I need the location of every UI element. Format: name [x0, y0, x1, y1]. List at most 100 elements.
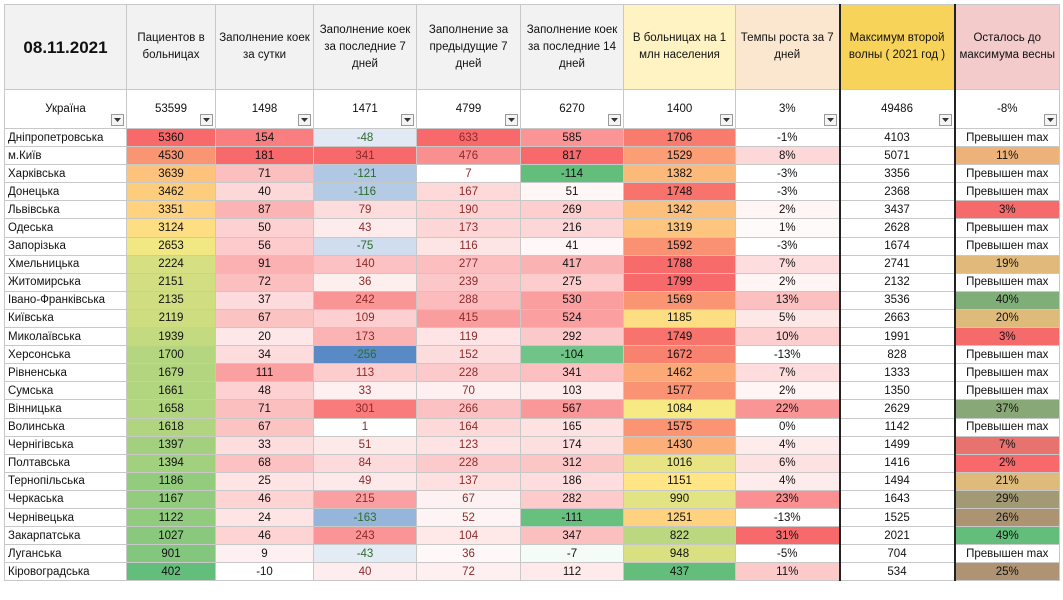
filter-dropdown-icon[interactable] [111, 114, 124, 126]
data-cell: 1397 [126, 435, 216, 455]
data-cell: 1575 [623, 417, 736, 437]
data-cell: -13% [735, 507, 840, 528]
data-cell: 530 [520, 290, 624, 310]
filter-dropdown-icon[interactable] [1044, 114, 1057, 126]
data-cell: 1% [735, 218, 840, 238]
data-cell: Превышен max [954, 381, 1060, 401]
report-date: 08.11.2021 [4, 4, 127, 90]
data-cell: 9 [215, 544, 314, 564]
data-cell: 51 [313, 435, 417, 455]
data-cell: 186 [520, 471, 624, 491]
filter-dropdown-icon[interactable] [505, 114, 518, 126]
data-cell: 817 [520, 146, 624, 166]
data-cell: 7% [735, 254, 840, 274]
table-row: Хмельницька 2224 91 140 277 417 1788 7% 2741 19% [4, 254, 1060, 274]
column-header: Пациентов в больницах [126, 4, 216, 90]
data-cell: 415 [416, 308, 521, 329]
data-cell: 524 [520, 308, 624, 329]
data-cell: 79 [313, 200, 417, 220]
table-row: Дніпропетровська 5360 154 -48 633 585 1706 -1% 4… [4, 127, 1060, 148]
table-row: Сумська 1661 48 33 70 103 1577 2% 1350 Превышен m… [4, 381, 1060, 401]
region-name: Кіровоградська [4, 562, 127, 582]
data-cell: 476 [416, 146, 521, 166]
data-cell: 2% [735, 272, 840, 292]
data-cell: 3% [954, 200, 1060, 220]
table-row: Запорізька 2653 56 -75 116 41 1592 -3% 1674 Превы… [4, 236, 1060, 256]
data-cell: -1% [735, 127, 840, 148]
data-cell: -75 [313, 236, 417, 256]
data-cell: 277 [416, 254, 521, 274]
table-row: Закарпатська 1027 46 243 104 347 822 31% 2021 49% [4, 526, 1060, 546]
column-header: Заполнение коек за последние 7 дней [313, 4, 417, 90]
data-cell: -48 [313, 127, 417, 148]
table-row: Кіровоградська 402 -10 40 72 112 437 11% 534 25% [4, 562, 1060, 582]
data-cell: 1700 [126, 345, 216, 365]
data-cell: 104 [416, 526, 521, 546]
region-name: Запорізька [4, 236, 127, 256]
data-cell: 633 [416, 127, 521, 148]
data-cell: 301 [313, 399, 417, 419]
filter-dropdown-icon[interactable] [720, 114, 733, 126]
data-cell: 46 [215, 489, 314, 509]
data-cell: 26% [954, 507, 1060, 528]
data-cell: 24 [215, 507, 314, 528]
country-name-label: Україна [45, 103, 86, 115]
data-cell: 288 [416, 290, 521, 310]
total-cell: 1400 [623, 89, 736, 129]
data-cell: 8% [735, 146, 840, 166]
data-table: 08.11.2021 Пациентов в больницах Заполнени… [4, 4, 1060, 582]
region-name: Рівненська [4, 363, 127, 383]
region-name: Львівська [4, 200, 127, 220]
data-cell: 1748 [623, 182, 736, 202]
filter-dropdown-icon[interactable] [401, 114, 414, 126]
filter-dropdown-icon[interactable] [608, 114, 621, 126]
total-value: 6270 [559, 103, 585, 115]
data-cell: 3356 [838, 164, 956, 184]
data-cell: 40 [215, 182, 314, 202]
sort-filter-icon[interactable] [200, 114, 213, 126]
data-cell: 2119 [126, 308, 216, 329]
data-cell: 19% [954, 254, 1060, 274]
table-row: Вінницька 1658 71 301 266 567 1084 22% 2629 37% [4, 399, 1060, 419]
data-cell: 2224 [126, 254, 216, 274]
data-cell: 4103 [838, 127, 956, 148]
table-row: Рівненська 1679 111 113 228 341 1462 7% 1333 Прев… [4, 363, 1060, 383]
data-cell: 1679 [126, 363, 216, 383]
data-cell: 109 [313, 308, 417, 329]
data-cell: 154 [215, 127, 314, 148]
region-name: Сумська [4, 381, 127, 401]
data-cell: 228 [416, 453, 521, 473]
data-cell: Превышен max [954, 544, 1060, 564]
total-value: 1471 [352, 103, 378, 115]
filter-dropdown-icon[interactable] [298, 114, 311, 126]
column-header: Заполнение коек за последние 14 дней [520, 4, 624, 90]
data-cell: 11% [735, 562, 840, 582]
data-cell: 22% [735, 399, 840, 419]
data-cell: 5071 [838, 146, 956, 166]
data-cell: -111 [520, 507, 624, 528]
data-cell: 40 [313, 562, 417, 582]
table-row: м.Київ 4530 181 341 476 817 1529 8% 5071 11% [4, 146, 1060, 166]
table-row: Одеська 3124 50 43 173 216 1319 1% 2628 Превышен … [4, 218, 1060, 238]
data-cell: 37 [215, 290, 314, 310]
data-cell: 1382 [623, 164, 736, 184]
data-cell: 2629 [838, 399, 956, 419]
data-cell: 266 [416, 399, 521, 419]
column-header: В больницах на 1 млн населения [623, 4, 736, 90]
data-cell: 71 [215, 164, 314, 184]
filter-dropdown-icon[interactable] [938, 114, 952, 126]
data-cell: 243 [313, 526, 417, 546]
data-cell: 3639 [126, 164, 216, 184]
data-cell: 402 [126, 562, 216, 582]
data-cell: 20% [954, 308, 1060, 329]
data-cell: 56 [215, 236, 314, 256]
data-cell: 84 [313, 453, 417, 473]
filter-dropdown-icon[interactable] [823, 114, 837, 126]
data-cell: 7 [416, 164, 521, 184]
data-cell: 164 [416, 417, 521, 437]
region-name: Чернігівська [4, 435, 127, 455]
data-cell: 41 [520, 236, 624, 256]
data-cell: 1939 [126, 327, 216, 347]
data-cell: 33 [215, 435, 314, 455]
data-cell: 1799 [623, 272, 736, 292]
